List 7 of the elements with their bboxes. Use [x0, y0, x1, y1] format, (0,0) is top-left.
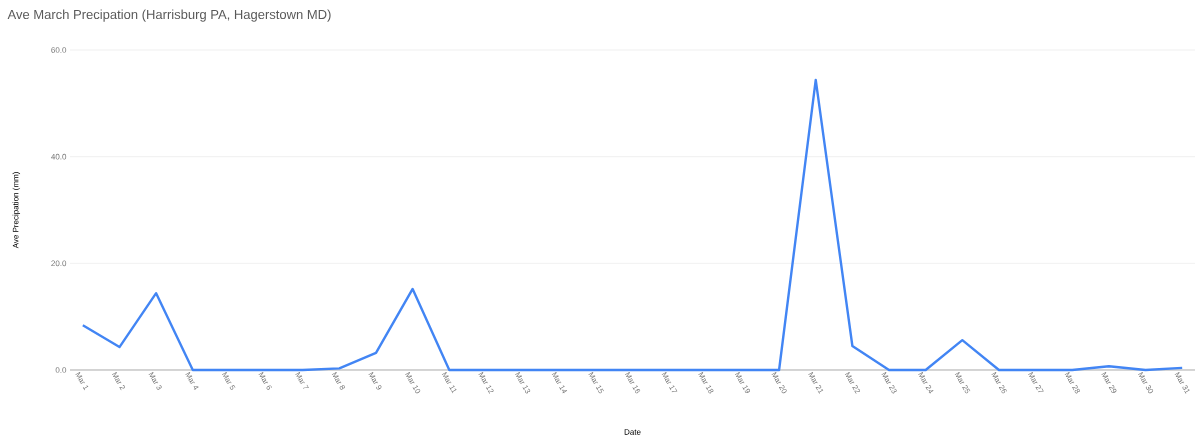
y-axis-title: Ave Precipation (mm) — [12, 172, 21, 249]
y-tick-label: 0.0 — [55, 367, 67, 373]
y-tick-label: 20.0 — [51, 260, 67, 267]
chart-title: Ave March Precipation (Harrisburg PA, Hagerstown MD) — [7, 9, 331, 22]
y-tick-label: 40.0 — [51, 153, 67, 160]
y-tick-label: 60.0 — [51, 47, 67, 53]
x-axis-title: Date — [624, 429, 641, 435]
